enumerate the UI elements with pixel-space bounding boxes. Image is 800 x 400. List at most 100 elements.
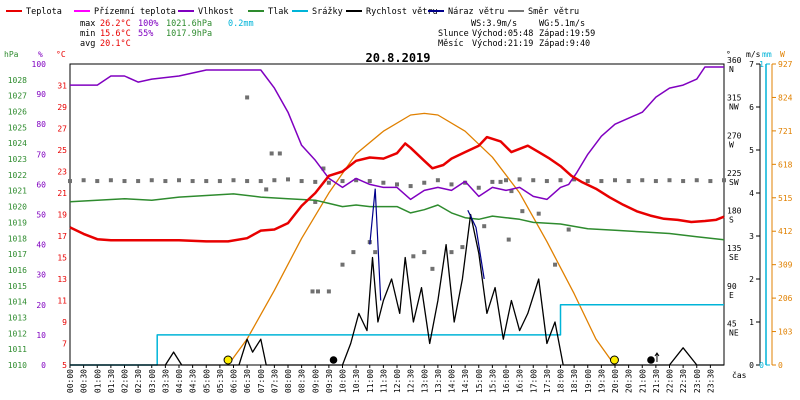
x-tick: 08:00 — [284, 369, 293, 393]
wind-dir-tick: 45 — [727, 319, 737, 328]
pressure-tick: 1023 — [8, 155, 27, 164]
temperature-tick: 17 — [57, 232, 67, 241]
pressure-tick: 1020 — [8, 203, 27, 212]
moon-rise-arrow — [654, 352, 660, 362]
wind-dir-tick: 270 — [727, 131, 742, 140]
stat-sun-rise: Východ:05:48 — [472, 29, 533, 39]
wind-dir-point — [313, 179, 318, 184]
x-tick: 01:30 — [107, 369, 116, 393]
x-tick: 05:30 — [216, 369, 225, 393]
pressure-tick: 1026 — [8, 108, 27, 117]
wind-tick: 5 — [749, 146, 754, 155]
x-tick: 22:30 — [679, 369, 688, 393]
stats-block: max 26.2°C 100% 1021.6hPa 0.2mm min 15.6… — [80, 19, 595, 49]
wind-dir-point — [681, 179, 686, 184]
stat-max-hum: 100% — [138, 19, 158, 29]
x-tick: 10:00 — [339, 369, 348, 393]
wind-dir-point — [566, 227, 571, 232]
x-tick: 02:00 — [121, 369, 130, 393]
pressure-tick: 1018 — [8, 234, 27, 243]
wind-dir-point — [626, 179, 631, 184]
wind-dir-point — [217, 179, 222, 184]
x-tick: 18:30 — [570, 369, 579, 393]
pressure-tick: 1013 — [8, 313, 27, 322]
wind-dir-tick: 180 — [727, 207, 742, 216]
x-tick: 02:30 — [134, 369, 143, 393]
x-tick: 16:00 — [502, 369, 511, 393]
wind-dir-point — [653, 179, 658, 184]
wind-dir-point — [509, 189, 514, 194]
series-line-vlhkost — [70, 66, 724, 201]
wind-dir-point — [272, 178, 277, 183]
wind-dir-point — [553, 262, 558, 267]
wind-dir-point — [367, 179, 372, 184]
wind-dir-point — [395, 182, 399, 187]
series-line-solar — [227, 112, 616, 366]
wind-dir-point — [177, 178, 181, 183]
wind-dir-point — [95, 179, 100, 184]
pressure-tick: 1010 — [8, 361, 27, 370]
wind-dir-point — [476, 185, 481, 190]
humidity-tick: 60 — [36, 180, 46, 189]
x-tick: 12:00 — [393, 369, 402, 393]
humidity-tick: 10 — [36, 331, 46, 340]
wind-tick: 7 — [749, 60, 754, 69]
pressure-tick: 1014 — [8, 298, 27, 307]
solar-tick: 824 — [778, 93, 793, 102]
wind-dir-point — [422, 250, 427, 255]
pressure-tick: 1016 — [8, 266, 27, 275]
wind-dir-label: W — [729, 140, 734, 149]
rain-tick: 1 — [759, 60, 764, 69]
stat-moon-set: Západ:9:40 — [539, 39, 590, 49]
wind-dir-label: NE — [729, 328, 739, 337]
wind-dir-point — [558, 178, 563, 183]
wind-dir-point — [354, 178, 359, 183]
temperature-tick: 19 — [57, 211, 67, 220]
unit-mm: mm — [762, 50, 772, 59]
x-tick: 06:00 — [230, 369, 239, 393]
wind-dir-tick: 225 — [727, 169, 742, 178]
humidity-tick: 80 — [36, 120, 46, 129]
wind-dir-point — [315, 289, 320, 294]
wind-dir-point — [313, 199, 318, 204]
wind-dir-tick: 90 — [727, 282, 737, 291]
wind-dir-point — [498, 179, 503, 184]
plot-frame — [69, 63, 725, 366]
wind-dir-point — [326, 289, 331, 294]
stat-rain: 0.2mm — [228, 19, 254, 29]
pressure-tick: 1011 — [8, 345, 27, 354]
humidity-tick: 70 — [36, 150, 46, 159]
stat-moon-rise: Východ:21:19 — [472, 39, 533, 49]
wind-dir-point — [299, 179, 304, 184]
series-line-gust — [369, 188, 382, 301]
wind-dir-point — [449, 182, 454, 187]
humidity-tick: 50 — [36, 211, 46, 220]
wind-dir-point — [708, 179, 713, 184]
wind-dir-point — [258, 179, 263, 184]
wind-tick: 1 — [749, 318, 754, 327]
legend-label: Směr větru — [528, 7, 579, 17]
wind-dir-point — [490, 179, 495, 184]
x-tick: 03:00 — [148, 369, 157, 393]
wind-tick: 6 — [749, 103, 754, 112]
humidity-tick: 90 — [36, 90, 46, 99]
wind-dir-point — [81, 178, 86, 183]
legend: Teplota Přízemní teplota Vlhkost Tlak Srážky… — [6, 7, 579, 17]
wind-dir-point — [482, 224, 487, 229]
x-tick: 04:30 — [189, 369, 198, 393]
plot-border — [69, 63, 725, 366]
legend-label: Rychlost větru — [366, 7, 438, 17]
x-tick: 23:00 — [693, 369, 702, 393]
solar-tick: 927 — [778, 60, 793, 69]
solar-tick: 618 — [778, 160, 793, 169]
wind-tick: 4 — [749, 189, 754, 198]
temperature-tick: 21 — [57, 189, 67, 198]
x-tick: 12:30 — [407, 369, 416, 393]
wind-dir-point — [435, 178, 440, 183]
x-tick: 14:30 — [461, 369, 470, 393]
wind-dir-point — [68, 179, 72, 184]
stat-min-press: 1017.9hPa — [166, 29, 212, 39]
wind-dir-point — [204, 179, 209, 184]
series-line-tlak — [69, 193, 725, 241]
